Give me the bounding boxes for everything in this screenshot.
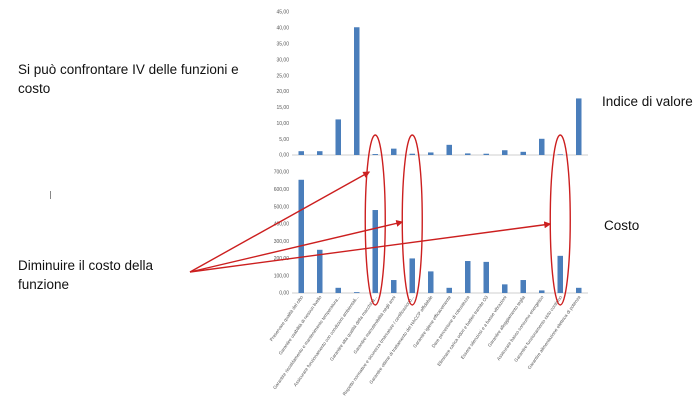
y-tick-label: 600,00 — [274, 187, 290, 193]
category-label: Garantire alloggiamento teglia — [487, 294, 527, 347]
bar — [409, 153, 415, 155]
category-label: Dare percezione di robustezza — [431, 294, 471, 348]
bar — [520, 280, 526, 293]
bar — [539, 138, 545, 155]
y-tick-label: 100,00 — [274, 273, 290, 279]
cost-label: Costo — [604, 218, 640, 233]
annotation-arrow — [189, 221, 552, 273]
reduce-cost-statement: Diminuire il costo della funzione — [18, 258, 154, 292]
y-tick-label: 45,00 — [276, 10, 289, 16]
bar — [465, 153, 471, 155]
value-index-chart: 0,00 5,00 10,00 15,00 20,00 25,00 30,00 35,00 40… — [276, 10, 588, 159]
main-statement: Si può confrontare IV delle funzioni e c… — [18, 62, 239, 96]
bar — [483, 153, 489, 155]
y-tick-label: 40,00 — [276, 26, 289, 32]
y-tick-label: 0,00 — [279, 291, 289, 297]
text-cursor-mark — [50, 191, 51, 199]
category-label: Garantire riscaldamento e mantenimento t… — [272, 295, 341, 391]
bar — [354, 292, 360, 293]
bar — [335, 287, 341, 293]
bar — [298, 179, 304, 293]
bar — [539, 290, 545, 293]
bar — [354, 27, 360, 155]
y-tick-label: 10,00 — [276, 121, 289, 127]
cost-chart: 0,00100,00200,00300,00400,00500,00600,00… — [269, 170, 588, 397]
bar — [372, 154, 378, 155]
bar — [428, 271, 434, 293]
bar — [465, 261, 471, 293]
bar — [483, 261, 489, 293]
y-tick-label: 300,00 — [274, 239, 290, 245]
bar — [502, 150, 508, 155]
bar — [409, 258, 415, 293]
bar — [446, 287, 452, 293]
bar — [335, 119, 341, 155]
y-tick-label: 5,00 — [279, 137, 289, 143]
y-tick-label: 20,00 — [276, 89, 289, 95]
bar — [298, 151, 304, 155]
bar — [446, 144, 452, 155]
bar — [428, 152, 434, 155]
category-label: Preservare qualità del cibo — [269, 294, 305, 342]
highlight-ellipse — [364, 134, 386, 306]
annotation-arrow — [189, 171, 371, 273]
bar — [520, 151, 526, 155]
bar — [576, 98, 582, 155]
bar — [391, 280, 397, 293]
y-tick-label: 0,00 — [279, 153, 289, 159]
annotation-arrow — [189, 219, 404, 273]
y-tick-label: 30,00 — [276, 57, 289, 63]
bar — [372, 210, 378, 293]
bar — [317, 151, 323, 155]
y-tick-label: 35,00 — [276, 41, 289, 47]
y-tick-label: 500,00 — [274, 204, 290, 210]
bar — [557, 255, 563, 293]
y-tick-label: 25,00 — [276, 73, 289, 79]
annotations — [189, 134, 571, 306]
highlight-ellipse — [549, 134, 571, 306]
y-tick-label: 15,00 — [276, 105, 289, 111]
y-tick-label: 700,00 — [274, 170, 290, 176]
value-index-label: Indice di valore — [602, 94, 693, 109]
bar — [502, 284, 508, 293]
bar — [576, 287, 582, 293]
category-label: Garantire igiene efficacemente — [412, 294, 452, 348]
bar — [317, 249, 323, 293]
category-label: Rispetto normative e sicurezza (marcatur… — [342, 295, 415, 397]
y-tick-label: 400,00 — [274, 222, 290, 228]
bar — [391, 148, 397, 155]
bar — [557, 154, 563, 155]
